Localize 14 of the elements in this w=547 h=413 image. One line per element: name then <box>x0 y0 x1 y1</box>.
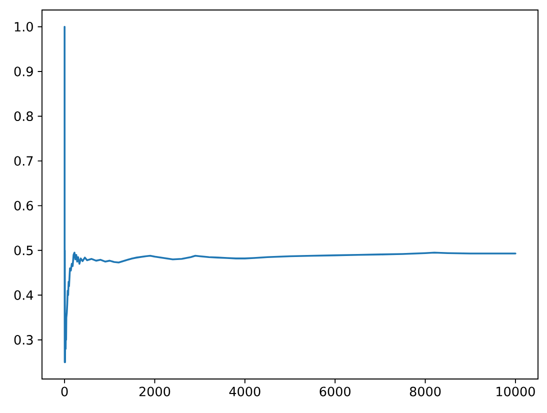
x-tick-label: 4000 <box>229 386 260 396</box>
y-tick-label: 0.3 <box>14 335 33 345</box>
y-tick-label: 0.4 <box>14 290 34 300</box>
x-tick-label: 0 <box>61 386 68 396</box>
y-tick-label: 0.5 <box>14 246 33 256</box>
x-tick-label: 6000 <box>320 386 350 396</box>
y-tick-label: 0.7 <box>14 156 33 166</box>
y-tick-label: 1.0 <box>14 22 33 32</box>
x-tick-label: 2000 <box>139 386 170 396</box>
y-tick-label: 0.8 <box>14 111 33 122</box>
x-tick-label: 8000 <box>410 386 441 396</box>
x-tick-label: 10000 <box>496 386 535 396</box>
y-tick-label: 0.9 <box>14 66 33 76</box>
y-tick-label: 0.6 <box>14 200 33 211</box>
